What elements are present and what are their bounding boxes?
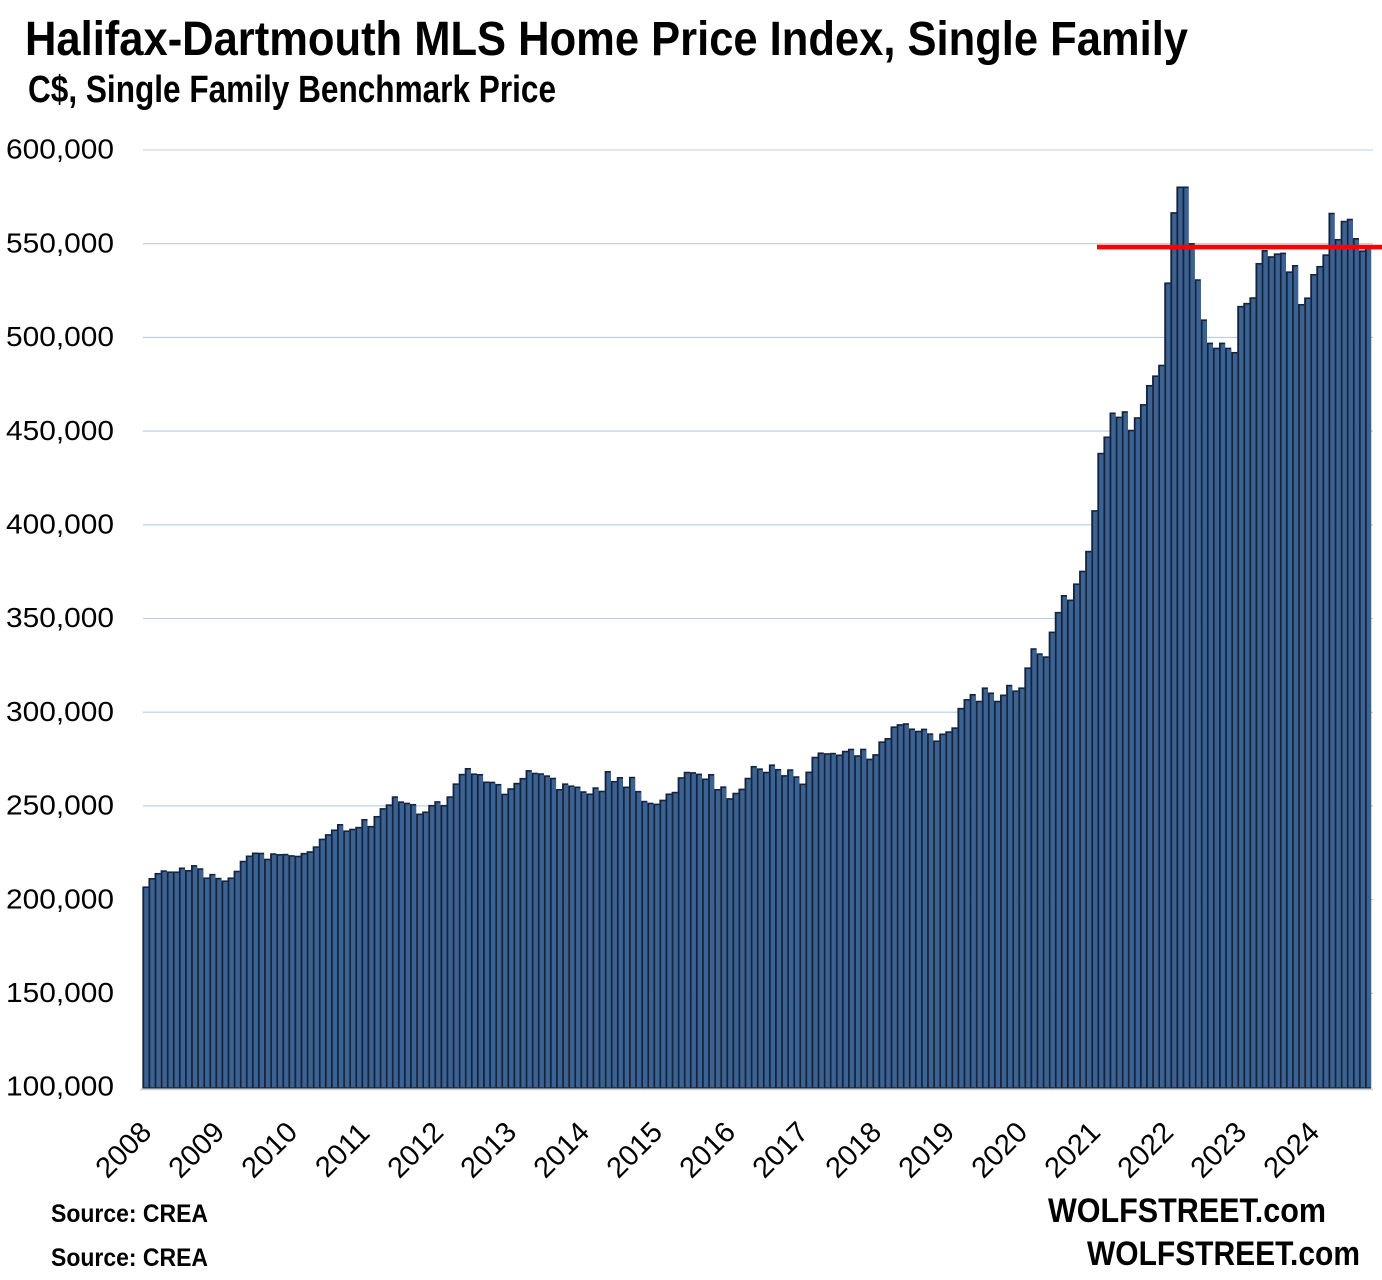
svg-text:2017: 2017 — [747, 1116, 815, 1184]
svg-text:2016: 2016 — [674, 1116, 742, 1184]
svg-text:2014: 2014 — [528, 1116, 596, 1184]
svg-text:Source: CREA: Source: CREA — [51, 1244, 208, 1272]
svg-text:2023: 2023 — [1185, 1116, 1253, 1184]
svg-text:2019: 2019 — [893, 1116, 961, 1184]
svg-text:200,000: 200,000 — [6, 883, 114, 914]
svg-text:Source: CREA: Source: CREA — [51, 1200, 208, 1228]
svg-text:300,000: 300,000 — [6, 696, 114, 727]
svg-text:WOLFSTREET.com: WOLFSTREET.com — [1087, 1235, 1360, 1273]
svg-text:350,000: 350,000 — [6, 602, 114, 633]
svg-text:2011: 2011 — [309, 1117, 376, 1184]
svg-text:Halifax-Dartmouth MLS Home Pri: Halifax-Dartmouth MLS Home Price Index, … — [25, 13, 1188, 66]
svg-text:100,000: 100,000 — [6, 1071, 114, 1102]
svg-text:500,000: 500,000 — [6, 321, 114, 352]
svg-text:2010: 2010 — [236, 1116, 304, 1184]
svg-text:2020: 2020 — [966, 1116, 1034, 1184]
svg-text:600,000: 600,000 — [6, 134, 114, 165]
svg-text:2018: 2018 — [820, 1116, 888, 1184]
svg-text:2015: 2015 — [601, 1116, 669, 1184]
svg-text:WOLFSTREET.com: WOLFSTREET.com — [1048, 1192, 1326, 1230]
svg-text:2024: 2024 — [1258, 1116, 1326, 1184]
svg-text:2009: 2009 — [163, 1116, 231, 1184]
svg-text:450,000: 450,000 — [6, 415, 114, 446]
svg-text:C$, Single Family Benchmark Pr: C$, Single Family Benchmark Price — [28, 69, 556, 111]
svg-text:2013: 2013 — [455, 1116, 523, 1184]
svg-text:550,000: 550,000 — [6, 227, 114, 258]
svg-text:150,000: 150,000 — [6, 977, 114, 1008]
svg-text:2008: 2008 — [90, 1116, 158, 1184]
svg-text:400,000: 400,000 — [6, 509, 114, 540]
svg-text:250,000: 250,000 — [6, 790, 114, 821]
svg-text:2022: 2022 — [1112, 1116, 1180, 1184]
svg-text:2021: 2021 — [1039, 1116, 1107, 1184]
svg-text:2012: 2012 — [382, 1116, 450, 1184]
